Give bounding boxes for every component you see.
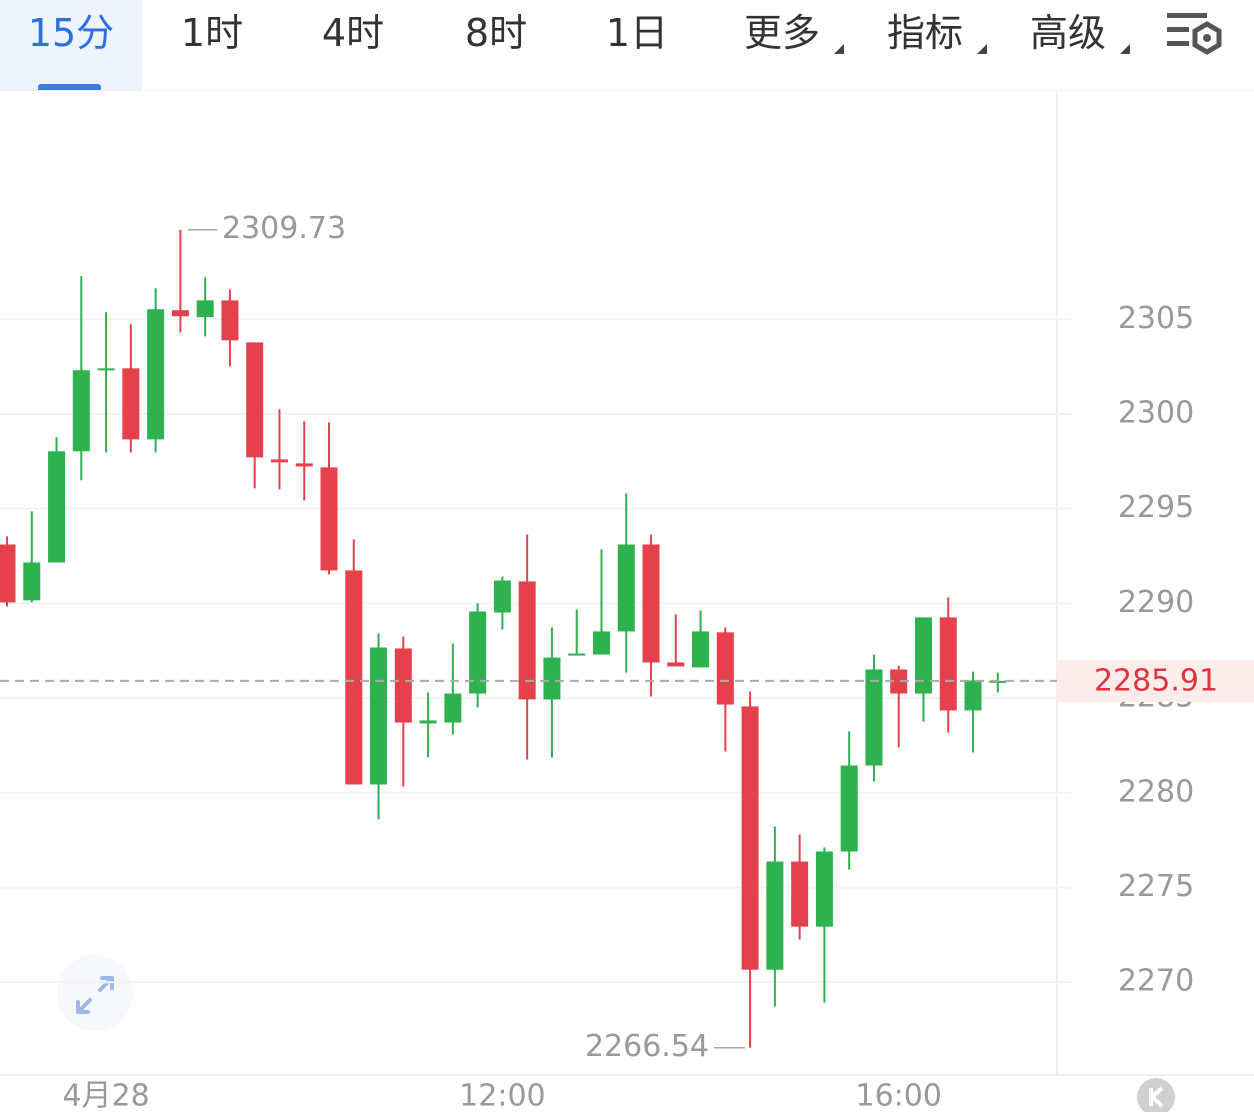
- candle-body: [72, 370, 90, 452]
- x-tick-label: 4月28: [62, 1079, 149, 1112]
- y-tick-label: 2300: [1118, 395, 1194, 430]
- candle-body: [543, 657, 561, 700]
- tab[interactable]: 1时: [180, 11, 244, 55]
- k-button[interactable]: [1137, 1078, 1175, 1112]
- y-tick-label: 2295: [1118, 490, 1194, 525]
- tab[interactable]: 8时: [464, 11, 528, 55]
- last-price-tag: [1057, 659, 1254, 702]
- candle-body: [840, 765, 858, 852]
- candle-body: [246, 342, 264, 458]
- x-tick-label: 12:00: [459, 1079, 545, 1112]
- tab[interactable]: 15分: [0, 0, 142, 90]
- candle-body: [48, 451, 66, 563]
- tab[interactable]: 更多: [743, 11, 820, 55]
- candle-body: [444, 693, 462, 723]
- candle-body: [97, 368, 115, 371]
- candle-body: [122, 368, 140, 440]
- candle-body: [667, 662, 685, 667]
- y-tick-label: 2270: [1118, 964, 1194, 999]
- last-price-label: 2285.91: [1094, 663, 1218, 698]
- candle-body: [518, 581, 536, 700]
- candle-body: [147, 309, 165, 440]
- candle-body: [716, 632, 734, 705]
- candle-body: [815, 851, 833, 927]
- y-tick-label: 2275: [1118, 869, 1194, 904]
- low-label: 2266.54: [585, 1029, 709, 1064]
- candle-body: [890, 669, 908, 694]
- tab[interactable]: 4时: [321, 11, 385, 55]
- settings-icon[interactable]: [1164, 8, 1226, 60]
- candle-body: [692, 631, 710, 668]
- dropdown-arrow: [977, 44, 987, 54]
- candle-body: [270, 459, 288, 463]
- candle-body: [766, 861, 784, 970]
- expand-button[interactable]: [57, 955, 133, 1031]
- candle-body: [370, 647, 388, 785]
- candle-body: [493, 580, 511, 613]
- x-tick-label: 16:00: [855, 1079, 941, 1112]
- candle-body: [642, 544, 660, 663]
- candle-body: [419, 720, 437, 724]
- dropdown-arrow: [834, 44, 844, 54]
- y-tick-label: 2305: [1118, 301, 1194, 336]
- tab[interactable]: 1日: [605, 11, 669, 55]
- candle-body: [345, 570, 363, 785]
- candle-body: [0, 544, 16, 603]
- period-tabs: 15分 1时 4时 8时 1日 更多 指标 高级: [0, 0, 1254, 91]
- high-label: 2309.73: [222, 211, 346, 246]
- candle-body: [964, 680, 982, 711]
- candle-body: [741, 706, 759, 970]
- candle-body: [394, 648, 412, 723]
- candle-body: [939, 617, 957, 711]
- y-tick-label: 2290: [1118, 585, 1194, 620]
- candle-body: [295, 463, 313, 467]
- candle-body: [23, 562, 41, 601]
- candle-body: [469, 611, 487, 694]
- candle-body: [592, 631, 610, 655]
- candle-body: [171, 310, 189, 317]
- candle-body: [865, 669, 883, 766]
- tab[interactable]: 指标: [886, 11, 963, 55]
- dropdown-arrow: [1120, 44, 1130, 54]
- tab[interactable]: 高级: [1029, 11, 1106, 55]
- candle-body: [320, 467, 338, 571]
- y-tick-label: 2280: [1118, 774, 1194, 809]
- candle-body: [791, 861, 809, 927]
- candle-body: [221, 300, 239, 341]
- candle-body: [196, 300, 214, 318]
- candle-body: [568, 653, 586, 656]
- candle-body: [617, 544, 635, 632]
- candle-body: [914, 617, 932, 694]
